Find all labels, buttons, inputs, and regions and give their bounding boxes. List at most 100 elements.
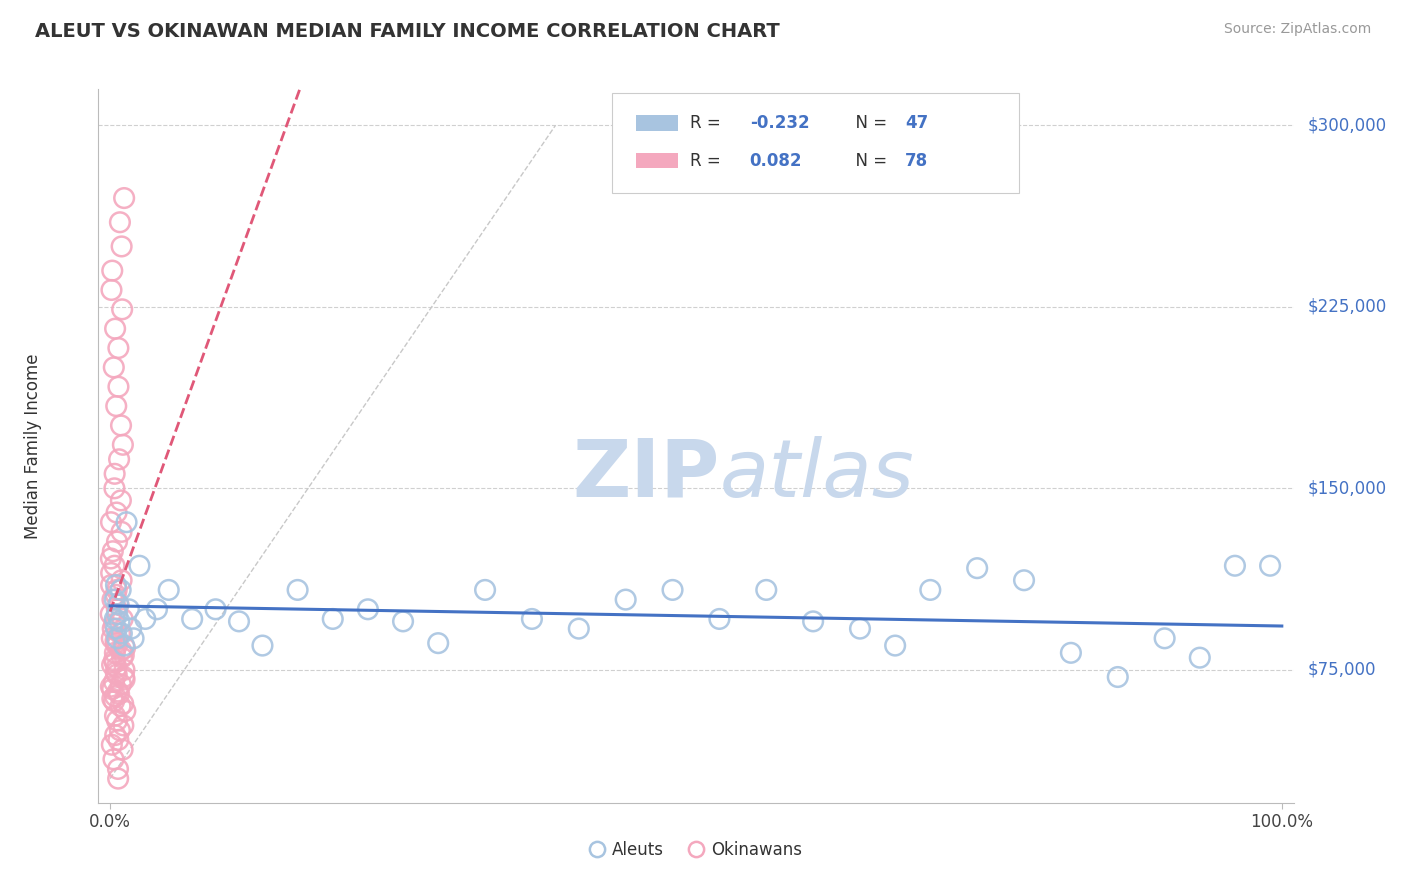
FancyBboxPatch shape bbox=[636, 153, 678, 169]
Point bbox=[146, 602, 169, 616]
Point bbox=[112, 697, 135, 711]
Point bbox=[105, 602, 128, 616]
Point bbox=[849, 622, 872, 636]
Point bbox=[112, 639, 135, 653]
Point bbox=[105, 578, 128, 592]
Text: R =: R = bbox=[690, 114, 725, 132]
Point bbox=[1188, 650, 1211, 665]
Point bbox=[801, 615, 824, 629]
Point bbox=[108, 452, 131, 467]
Point bbox=[104, 588, 127, 602]
Point bbox=[111, 438, 134, 452]
Point bbox=[103, 653, 125, 667]
Point bbox=[112, 648, 135, 663]
Point bbox=[101, 657, 124, 672]
Point bbox=[755, 582, 778, 597]
Text: ALEUT VS OKINAWAN MEDIAN FAMILY INCOME CORRELATION CHART: ALEUT VS OKINAWAN MEDIAN FAMILY INCOME C… bbox=[35, 22, 780, 41]
Point bbox=[181, 612, 204, 626]
Point bbox=[114, 640, 136, 655]
Point bbox=[427, 636, 450, 650]
Point bbox=[114, 673, 136, 687]
Point bbox=[100, 515, 122, 529]
Point bbox=[884, 639, 907, 653]
Point bbox=[287, 582, 309, 597]
Point bbox=[103, 360, 125, 375]
Point bbox=[107, 341, 129, 355]
Point bbox=[104, 690, 127, 704]
Text: N =: N = bbox=[845, 114, 893, 132]
Point bbox=[111, 302, 134, 317]
Point bbox=[1153, 632, 1175, 646]
Point bbox=[105, 506, 128, 520]
Point bbox=[103, 481, 125, 495]
Point bbox=[103, 752, 125, 766]
Text: 78: 78 bbox=[905, 152, 928, 169]
Point bbox=[107, 762, 129, 776]
Text: $225,000: $225,000 bbox=[1308, 298, 1386, 316]
Text: Median Family Income: Median Family Income bbox=[24, 353, 42, 539]
Text: $300,000: $300,000 bbox=[1308, 117, 1386, 135]
Text: -0.232: -0.232 bbox=[749, 114, 810, 132]
Point bbox=[110, 239, 132, 253]
Point bbox=[128, 558, 150, 573]
Point bbox=[110, 677, 132, 691]
Point bbox=[112, 191, 135, 205]
Point bbox=[100, 283, 122, 297]
Point bbox=[105, 639, 128, 653]
Point bbox=[104, 633, 127, 648]
Point bbox=[357, 602, 380, 616]
Point bbox=[100, 566, 122, 580]
Point bbox=[107, 732, 129, 747]
Text: $75,000: $75,000 bbox=[1308, 661, 1376, 679]
Point bbox=[110, 643, 132, 657]
Point bbox=[110, 582, 132, 597]
Point bbox=[101, 544, 124, 558]
Point bbox=[105, 636, 128, 650]
Point bbox=[1223, 558, 1246, 573]
Point bbox=[108, 615, 131, 629]
Point bbox=[105, 622, 128, 636]
Point bbox=[107, 598, 129, 612]
Point bbox=[103, 694, 125, 708]
Point bbox=[110, 574, 132, 588]
Point bbox=[1107, 670, 1129, 684]
Point bbox=[100, 578, 122, 592]
Point bbox=[104, 592, 127, 607]
Point bbox=[108, 215, 131, 229]
Point bbox=[104, 612, 127, 626]
Point bbox=[108, 626, 131, 640]
Point bbox=[101, 263, 124, 277]
Point bbox=[101, 691, 124, 706]
Point bbox=[101, 682, 124, 697]
FancyBboxPatch shape bbox=[636, 115, 678, 130]
Text: 0.082: 0.082 bbox=[749, 152, 803, 169]
Point bbox=[111, 626, 134, 640]
Point bbox=[105, 534, 128, 549]
Legend: Aleuts, Okinawans: Aleuts, Okinawans bbox=[583, 835, 808, 866]
Point bbox=[100, 607, 122, 621]
Point bbox=[112, 670, 135, 684]
Point bbox=[614, 592, 637, 607]
FancyBboxPatch shape bbox=[612, 93, 1018, 193]
Point bbox=[104, 467, 127, 481]
Point bbox=[157, 582, 180, 597]
Point bbox=[110, 524, 132, 539]
Point bbox=[104, 321, 127, 335]
Text: 47: 47 bbox=[905, 114, 928, 132]
Point bbox=[104, 558, 127, 573]
Point bbox=[103, 674, 125, 689]
Point bbox=[520, 612, 543, 626]
Point bbox=[120, 622, 142, 636]
Point bbox=[105, 714, 128, 728]
Point bbox=[114, 704, 136, 718]
Point bbox=[112, 718, 135, 732]
Point bbox=[966, 561, 988, 575]
Point bbox=[108, 687, 131, 701]
Point bbox=[101, 738, 124, 752]
Point bbox=[114, 663, 136, 677]
Point bbox=[108, 723, 131, 738]
Point bbox=[709, 612, 731, 626]
Text: R =: R = bbox=[690, 152, 725, 169]
Point bbox=[104, 665, 127, 680]
Text: N =: N = bbox=[845, 152, 893, 169]
